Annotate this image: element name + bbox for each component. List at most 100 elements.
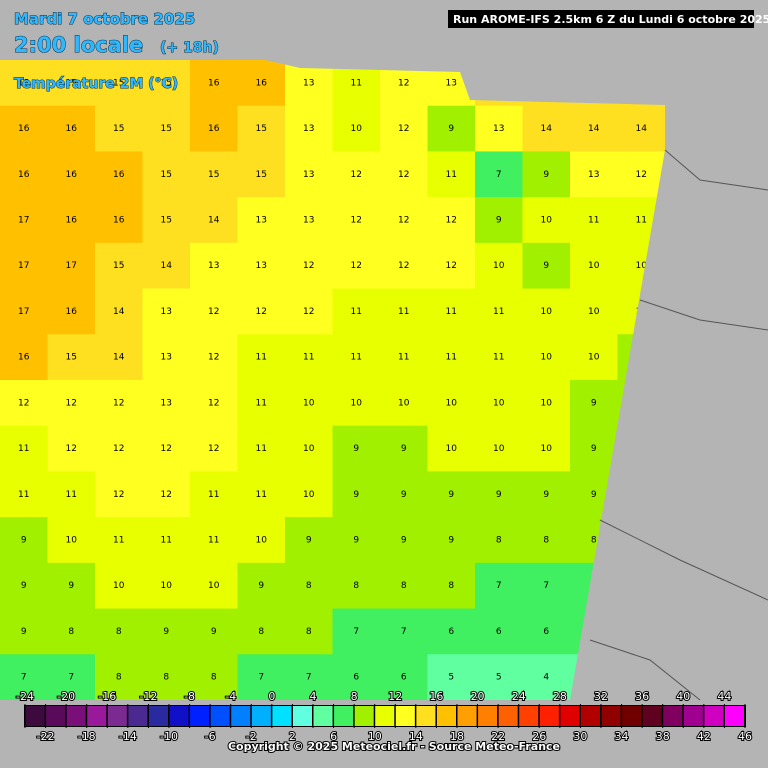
temperature-cell <box>475 334 523 381</box>
temperature-label: 9 <box>591 444 597 454</box>
temperature-label: 11 <box>351 78 362 88</box>
scale-label: 14 <box>409 730 423 743</box>
temperature-label: 9 <box>21 536 27 546</box>
temperature-label: 7 <box>591 581 597 591</box>
temperature-cell <box>617 425 665 472</box>
temperature-label: 9 <box>68 581 74 591</box>
scale-color <box>169 706 189 726</box>
temperature-cell <box>522 288 571 335</box>
temperature-label: 8 <box>496 536 502 546</box>
temperature-cell <box>237 517 286 564</box>
temperature-cell <box>285 425 333 472</box>
temperature-label: 11 <box>256 353 267 363</box>
temperature-cell <box>95 197 143 244</box>
temperature-cell <box>285 197 333 244</box>
temperature-label: 14 <box>636 78 648 88</box>
temperature-cell <box>190 197 238 244</box>
temperature-cell <box>95 288 143 335</box>
temperature-cell <box>0 562 48 610</box>
temperature-cell <box>95 471 143 518</box>
temperature-cell <box>142 517 191 564</box>
temperature-label: 14 <box>541 78 553 88</box>
temperature-label: 13 <box>256 261 267 271</box>
temperature-cell <box>570 562 618 610</box>
temperature-label: 16 <box>256 78 268 88</box>
temperature-label: 15 <box>113 78 124 88</box>
scale-label: 18 <box>450 730 464 743</box>
temperature-label: 13 <box>303 78 314 88</box>
temperature-label: 15 <box>161 78 172 88</box>
temperature-label: 10 <box>113 581 125 591</box>
temperature-label: 9 <box>448 490 454 500</box>
temperature-label: 13 <box>303 170 314 180</box>
temperature-cell <box>142 197 191 244</box>
temperature-cell <box>522 60 571 107</box>
temperature-cell <box>332 562 381 610</box>
temperature-cell <box>190 517 238 564</box>
temperature-label: 11 <box>351 353 362 363</box>
temperature-label: 7 <box>401 627 407 637</box>
temperature-label: 7 <box>68 673 74 683</box>
temperature-label: 12 <box>398 261 409 271</box>
temperature-label: 16 <box>18 353 30 363</box>
temperature-cell <box>475 151 523 198</box>
temperature-label: 8 <box>306 627 312 637</box>
temperature-label: 11 <box>636 216 647 226</box>
temperature-label: 9 <box>496 490 502 500</box>
temperature-cell <box>617 105 665 152</box>
temperature-cell <box>522 242 571 290</box>
temperature-cell <box>522 471 571 518</box>
temperature-label: 6 <box>401 673 407 683</box>
temperature-cell <box>0 471 48 518</box>
temperature-cell <box>332 288 381 335</box>
run-box <box>448 10 754 28</box>
temperature-label: 10 <box>351 124 363 134</box>
temperature-cell <box>380 334 428 381</box>
temperature-cell <box>47 517 96 564</box>
temperature-label: 13 <box>303 124 314 134</box>
scale-color <box>395 706 415 726</box>
temperature-label: 12 <box>256 307 267 317</box>
scale-color <box>127 706 148 726</box>
temperature-cell <box>380 380 428 427</box>
temperature-cell <box>237 151 286 198</box>
temperature-label: 6 <box>638 627 644 637</box>
temperature-label: 8 <box>401 581 407 591</box>
temperature-cell <box>47 288 96 335</box>
temperature-label: 17 <box>66 261 77 271</box>
temperature-cell <box>332 334 381 381</box>
temperature-label: 5 <box>448 673 454 683</box>
temperature-label: 7 <box>496 170 502 180</box>
temperature-cell <box>332 197 381 244</box>
temperature-label: 13 <box>208 261 219 271</box>
temperature-cell <box>95 60 143 107</box>
temperature-cell <box>47 654 96 700</box>
temperature-cell <box>47 105 96 152</box>
scale-color <box>498 706 518 726</box>
offset: (+ 18h) <box>160 40 219 56</box>
temperature-cell <box>427 380 476 427</box>
scale-label: 32 <box>594 690 608 703</box>
temperature-cell <box>237 380 286 427</box>
temperature-cell <box>427 517 476 564</box>
temperature-label: 17 <box>18 307 29 317</box>
scale-color <box>148 706 168 726</box>
temperature-cell <box>237 425 286 472</box>
temperature-cell <box>427 288 476 335</box>
scale-color <box>724 706 744 726</box>
temperature-cell <box>475 197 523 244</box>
temperature-label: 11 <box>398 353 409 363</box>
temperature-cell <box>95 105 143 152</box>
scale-label: 26 <box>532 730 546 743</box>
temperature-cell <box>522 562 571 610</box>
temperature-label: 9 <box>638 398 644 408</box>
temperature-cell <box>190 608 238 655</box>
temperature-label: 10 <box>303 398 315 408</box>
temperature-label: 10 <box>303 490 315 500</box>
temperature-label: 10 <box>541 398 553 408</box>
temperature-label: 10 <box>398 398 410 408</box>
temperature-cell <box>142 288 191 335</box>
scale-color <box>457 706 477 726</box>
temperature-label: 14 <box>541 124 553 134</box>
temperature-label: 11 <box>256 490 267 500</box>
